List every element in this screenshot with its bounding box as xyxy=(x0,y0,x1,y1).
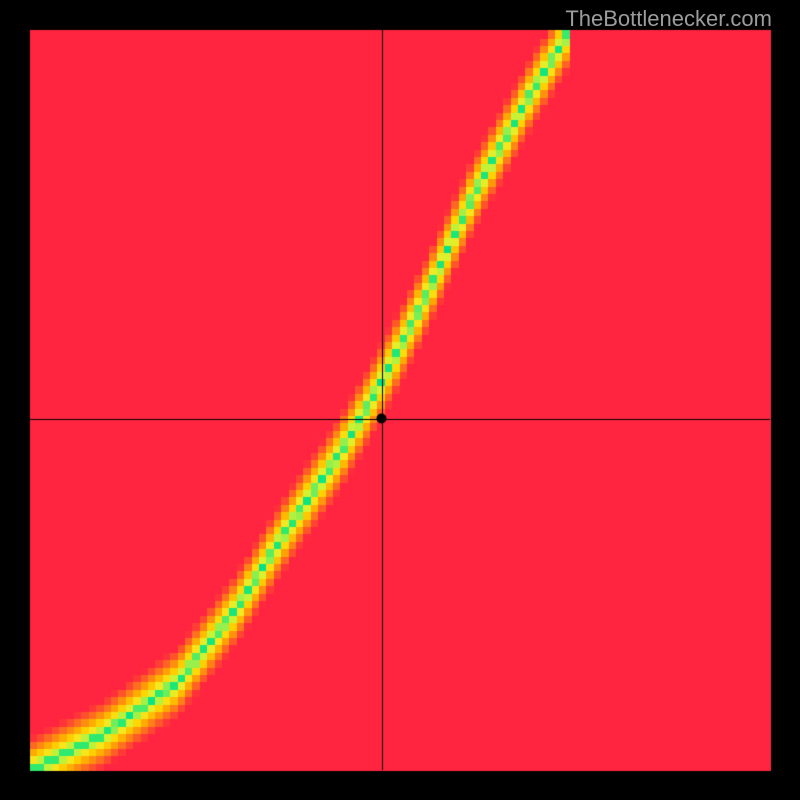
watermark-text: TheBottlenecker.com xyxy=(565,6,772,32)
heatmap-canvas xyxy=(0,0,800,800)
chart-root: TheBottlenecker.com xyxy=(0,0,800,800)
